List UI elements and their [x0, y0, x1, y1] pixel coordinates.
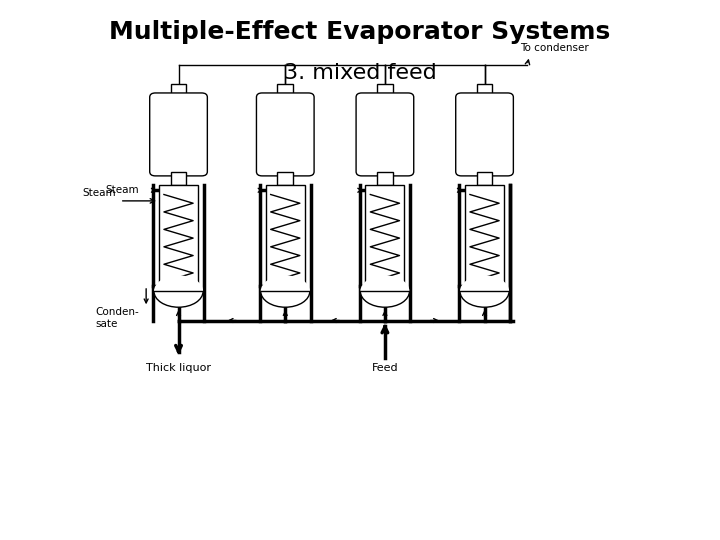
Text: Thick liquor: Thick liquor: [146, 363, 211, 373]
Text: Steam: Steam: [83, 188, 116, 198]
Text: Steam: Steam: [106, 185, 139, 195]
Bar: [277, 172, 293, 185]
Text: Conden-
sate: Conden- sate: [95, 307, 139, 329]
Ellipse shape: [261, 275, 310, 307]
Ellipse shape: [460, 275, 509, 307]
Ellipse shape: [360, 275, 410, 307]
FancyBboxPatch shape: [456, 93, 513, 176]
FancyBboxPatch shape: [356, 93, 414, 176]
Text: To condenser: To condenser: [520, 43, 589, 53]
Bar: [171, 84, 186, 97]
Bar: [159, 185, 198, 291]
Text: IV: IV: [478, 128, 490, 141]
FancyBboxPatch shape: [150, 93, 207, 176]
Bar: [477, 84, 492, 97]
Bar: [266, 185, 305, 291]
Text: I: I: [176, 128, 181, 141]
Text: Feed: Feed: [372, 363, 398, 373]
Bar: [171, 172, 186, 185]
Bar: [365, 185, 405, 291]
Bar: [477, 172, 492, 185]
Bar: [465, 185, 504, 291]
Text: III: III: [379, 128, 390, 141]
Bar: [377, 84, 392, 97]
Text: 3. mixed feed: 3. mixed feed: [284, 63, 436, 83]
Bar: [277, 84, 293, 97]
FancyBboxPatch shape: [256, 93, 314, 176]
Ellipse shape: [154, 275, 203, 307]
Bar: [377, 172, 392, 185]
Text: II: II: [282, 128, 289, 141]
Text: Multiple-Effect Evaporator Systems: Multiple-Effect Evaporator Systems: [109, 20, 611, 44]
